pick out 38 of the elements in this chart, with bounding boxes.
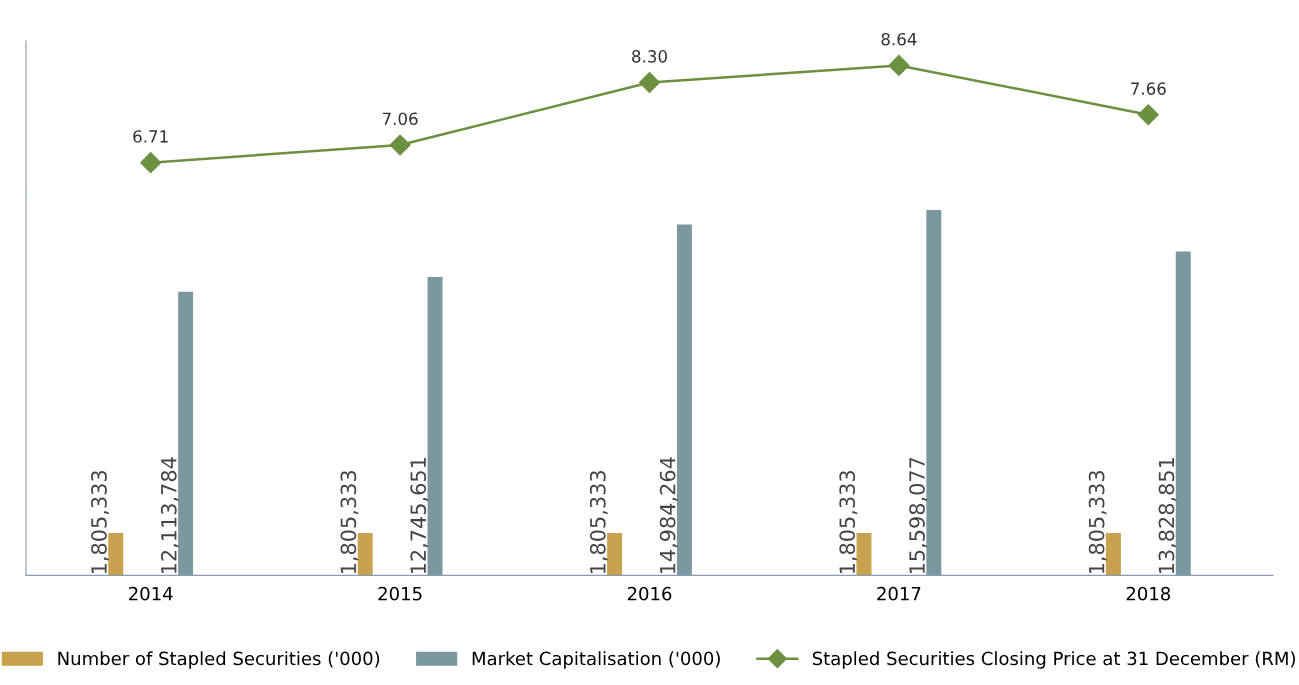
- bar: [1105, 533, 1121, 576]
- x-tick-label: 2018: [1126, 586, 1171, 601]
- data-label: 1,805,333: [589, 471, 608, 574]
- point: [140, 152, 162, 174]
- data-label: 14,984,264: [659, 457, 678, 574]
- bar: [676, 224, 692, 576]
- bar: [178, 291, 194, 576]
- data-label: 8.30: [632, 50, 667, 63]
- bar: [427, 276, 443, 576]
- x-tick-label: 2016: [627, 586, 672, 601]
- data-label: 15,598,077: [909, 457, 928, 574]
- point: [389, 134, 411, 156]
- data-label: 1,805,333: [1088, 471, 1107, 574]
- bar: [926, 210, 942, 576]
- bar: [856, 533, 872, 576]
- data-label: 12,745,651: [410, 458, 429, 574]
- data-label: 13,828,851: [1158, 458, 1177, 574]
- data-label: 8.64: [881, 32, 917, 46]
- data-label: 1,805,333: [91, 471, 109, 574]
- data-label: 1,805,333: [839, 471, 858, 574]
- point: [1137, 104, 1159, 126]
- bar: [1175, 251, 1191, 576]
- legend-label: Market Capitalisation ('000): [472, 651, 720, 669]
- point: [638, 72, 661, 94]
- data-label: 12,113,784: [160, 457, 179, 574]
- data-label: 7.66: [1131, 82, 1166, 95]
- bar: [607, 533, 623, 576]
- x-tick-label: 2014: [129, 586, 173, 601]
- x-tick-label: 2017: [877, 586, 921, 601]
- data-label: 1,805,333: [340, 471, 359, 574]
- x-tick-label: 2015: [378, 586, 422, 601]
- legend-label: Number of Stapled Securities ('000): [58, 651, 380, 669]
- bar: [108, 533, 124, 576]
- point: [888, 54, 910, 76]
- legend-label: Stapled Securities Closing Price at 31 December (RM): [812, 651, 1295, 669]
- data-label: 7.06: [382, 112, 418, 126]
- data-label: 6.71: [133, 130, 168, 143]
- bar: [357, 533, 373, 576]
